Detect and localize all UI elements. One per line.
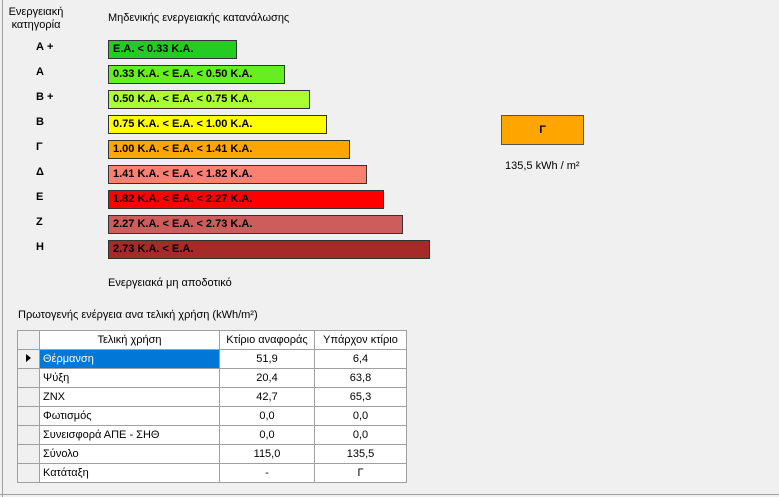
reference-value-cell[interactable]: 115,0 xyxy=(219,444,315,464)
end-use-cell[interactable]: ΖΝΧ xyxy=(39,387,220,407)
row-header[interactable] xyxy=(17,387,40,407)
building-consumption-value: 135,5 kWh / m² xyxy=(505,160,580,172)
category-bar-b-plus: 0.50 Κ.Α. < Ε.Α. < 0.75 Κ.Α. xyxy=(108,90,310,109)
existing-value-cell[interactable]: Γ xyxy=(314,463,407,483)
window-bottom-border xyxy=(0,494,779,495)
end-use-cell[interactable]: Σύνολο xyxy=(39,444,220,464)
category-column-header: Ενεργειακή κατηγορία xyxy=(8,6,64,31)
zero-consumption-label: Μηδενικής ενεργειακής κατανάλωσης xyxy=(108,12,290,24)
category-bar-e: 1.82 Κ.Α. < Ε.Α. < 2.27 Κ.Α. xyxy=(108,190,384,209)
reference-value-cell[interactable]: 0,0 xyxy=(219,425,315,445)
table-row[interactable]: ΖΝΧ 42,7 65,3 xyxy=(17,387,407,407)
category-label-e: Ε xyxy=(36,191,44,203)
category-bar-b: 0.75 Κ.Α. < Ε.Α. < 1.00 Κ.Α. xyxy=(108,115,327,134)
building-rating-box: Γ xyxy=(501,115,584,145)
table-row[interactable]: Φωτισμός 0,0 0,0 xyxy=(17,406,407,426)
category-bar-d: 1.41 Κ.Α. < Ε.Α. < 1.82 Κ.Α. xyxy=(108,165,367,184)
existing-value-cell[interactable]: 0,0 xyxy=(314,406,407,426)
existing-value-cell[interactable]: 63,8 xyxy=(314,368,407,388)
category-label-b: Β xyxy=(36,116,44,128)
table-header-row: Τελική χρήση Κτίριο αναφοράς Υπάρχον κτί… xyxy=(17,330,407,350)
reference-value-cell[interactable]: 0,0 xyxy=(219,406,315,426)
category-label-z: Ζ xyxy=(36,216,43,228)
existing-value-cell[interactable]: 6,4 xyxy=(314,349,407,369)
existing-value-cell[interactable]: 135,5 xyxy=(314,444,407,464)
column-header-end-use[interactable]: Τελική χρήση xyxy=(39,330,220,350)
window-left-border xyxy=(2,0,3,497)
category-bar-h: 2.73 Κ.Α. < Ε.Α. xyxy=(108,240,430,259)
table-title: Πρωτογενής ενέργεια ανα τελική χρήση (kW… xyxy=(18,309,258,321)
category-bar-a: 0.33 Κ.Α. < Ε.Α. < 0.50 Κ.Α. xyxy=(108,65,285,84)
table-row[interactable]: Ψύξη 20,4 63,8 xyxy=(17,368,407,388)
end-use-cell[interactable]: Θέρμανση xyxy=(39,349,220,369)
row-header[interactable] xyxy=(17,425,40,445)
end-use-cell[interactable]: Κατάταξη xyxy=(39,463,220,483)
existing-value-cell[interactable]: 65,3 xyxy=(314,387,407,407)
row-header[interactable] xyxy=(17,444,40,464)
column-header-existing-building[interactable]: Υπάρχον κτίριο xyxy=(314,330,407,350)
energy-use-table[interactable]: Τελική χρήση Κτίριο αναφοράς Υπάρχον κτί… xyxy=(17,330,407,483)
row-header-corner xyxy=(17,330,40,350)
table-row[interactable]: Συνεισφορά ΑΠΕ - ΣΗΘ 0,0 0,0 xyxy=(17,425,407,445)
category-label-a: Α xyxy=(36,66,44,78)
current-row-indicator[interactable] xyxy=(17,349,40,369)
reference-value-cell[interactable]: 20,4 xyxy=(219,368,315,388)
end-use-cell[interactable]: Ψύξη xyxy=(39,368,220,388)
row-pointer-icon xyxy=(26,354,31,362)
table-row[interactable]: Κατάταξη - Γ xyxy=(17,463,407,483)
category-bar-a-plus: Ε.Α. < 0.33 Κ.Α. xyxy=(108,40,237,59)
category-label-b-plus: Β + xyxy=(36,91,54,103)
category-label-a-plus: Α + xyxy=(36,41,54,53)
existing-value-cell[interactable]: 0,0 xyxy=(314,425,407,445)
row-header[interactable] xyxy=(17,368,40,388)
row-header[interactable] xyxy=(17,463,40,483)
category-bar-z: 2.27 Κ.Α. < Ε.Α. < 2.73 Κ.Α. xyxy=(108,215,403,234)
inefficient-label: Ενεργειακά μη αποδοτικό xyxy=(108,277,232,289)
table-row[interactable]: Σύνολο 115,0 135,5 xyxy=(17,444,407,464)
reference-value-cell[interactable]: 42,7 xyxy=(219,387,315,407)
category-label-g: Γ xyxy=(36,141,43,153)
reference-value-cell[interactable]: 51,9 xyxy=(219,349,315,369)
end-use-cell[interactable]: Συνεισφορά ΑΠΕ - ΣΗΘ xyxy=(39,425,220,445)
category-label-h: Η xyxy=(36,241,44,253)
category-bar-g: 1.00 Κ.Α. < Ε.Α. < 1.41 Κ.Α. xyxy=(108,140,350,159)
reference-value-cell[interactable]: - xyxy=(219,463,315,483)
column-header-reference-building[interactable]: Κτίριο αναφοράς xyxy=(219,330,315,350)
table-row[interactable]: Θέρμανση 51,9 6,4 xyxy=(17,349,407,369)
row-header[interactable] xyxy=(17,406,40,426)
category-label-d: Δ xyxy=(36,166,44,178)
end-use-cell[interactable]: Φωτισμός xyxy=(39,406,220,426)
